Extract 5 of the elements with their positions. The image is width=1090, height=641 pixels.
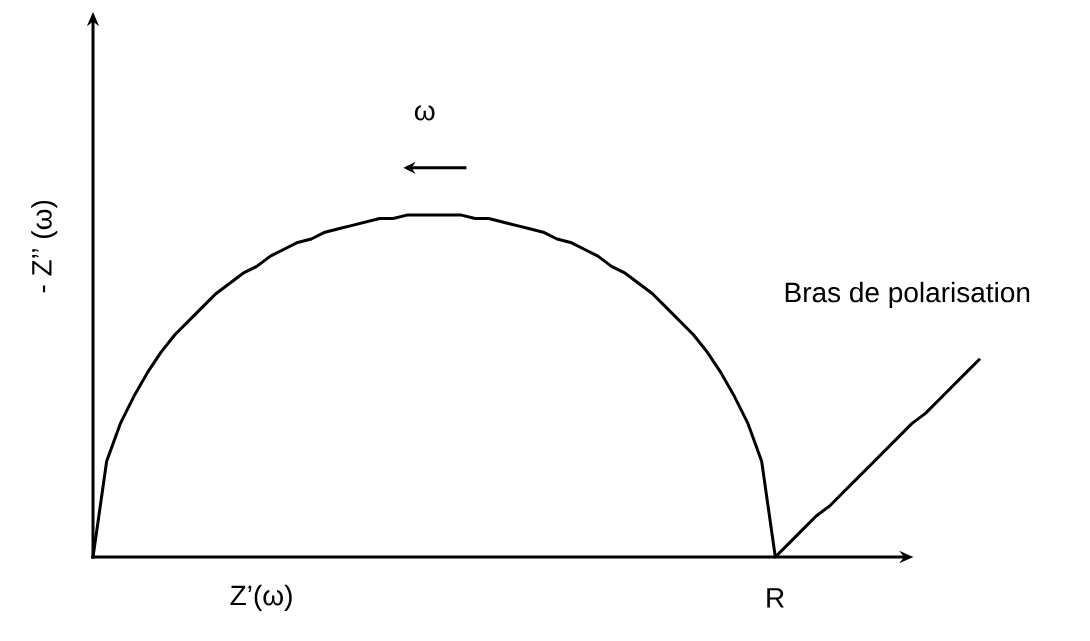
x-axis-title: Z’(ω) (230, 584, 292, 611)
annotation: Bras de polarisation (785, 281, 1030, 308)
y-axis-title: - Z’’ (ω) (31, 200, 58, 293)
text: R (767, 588, 784, 608)
text: ω (414, 105, 435, 121)
